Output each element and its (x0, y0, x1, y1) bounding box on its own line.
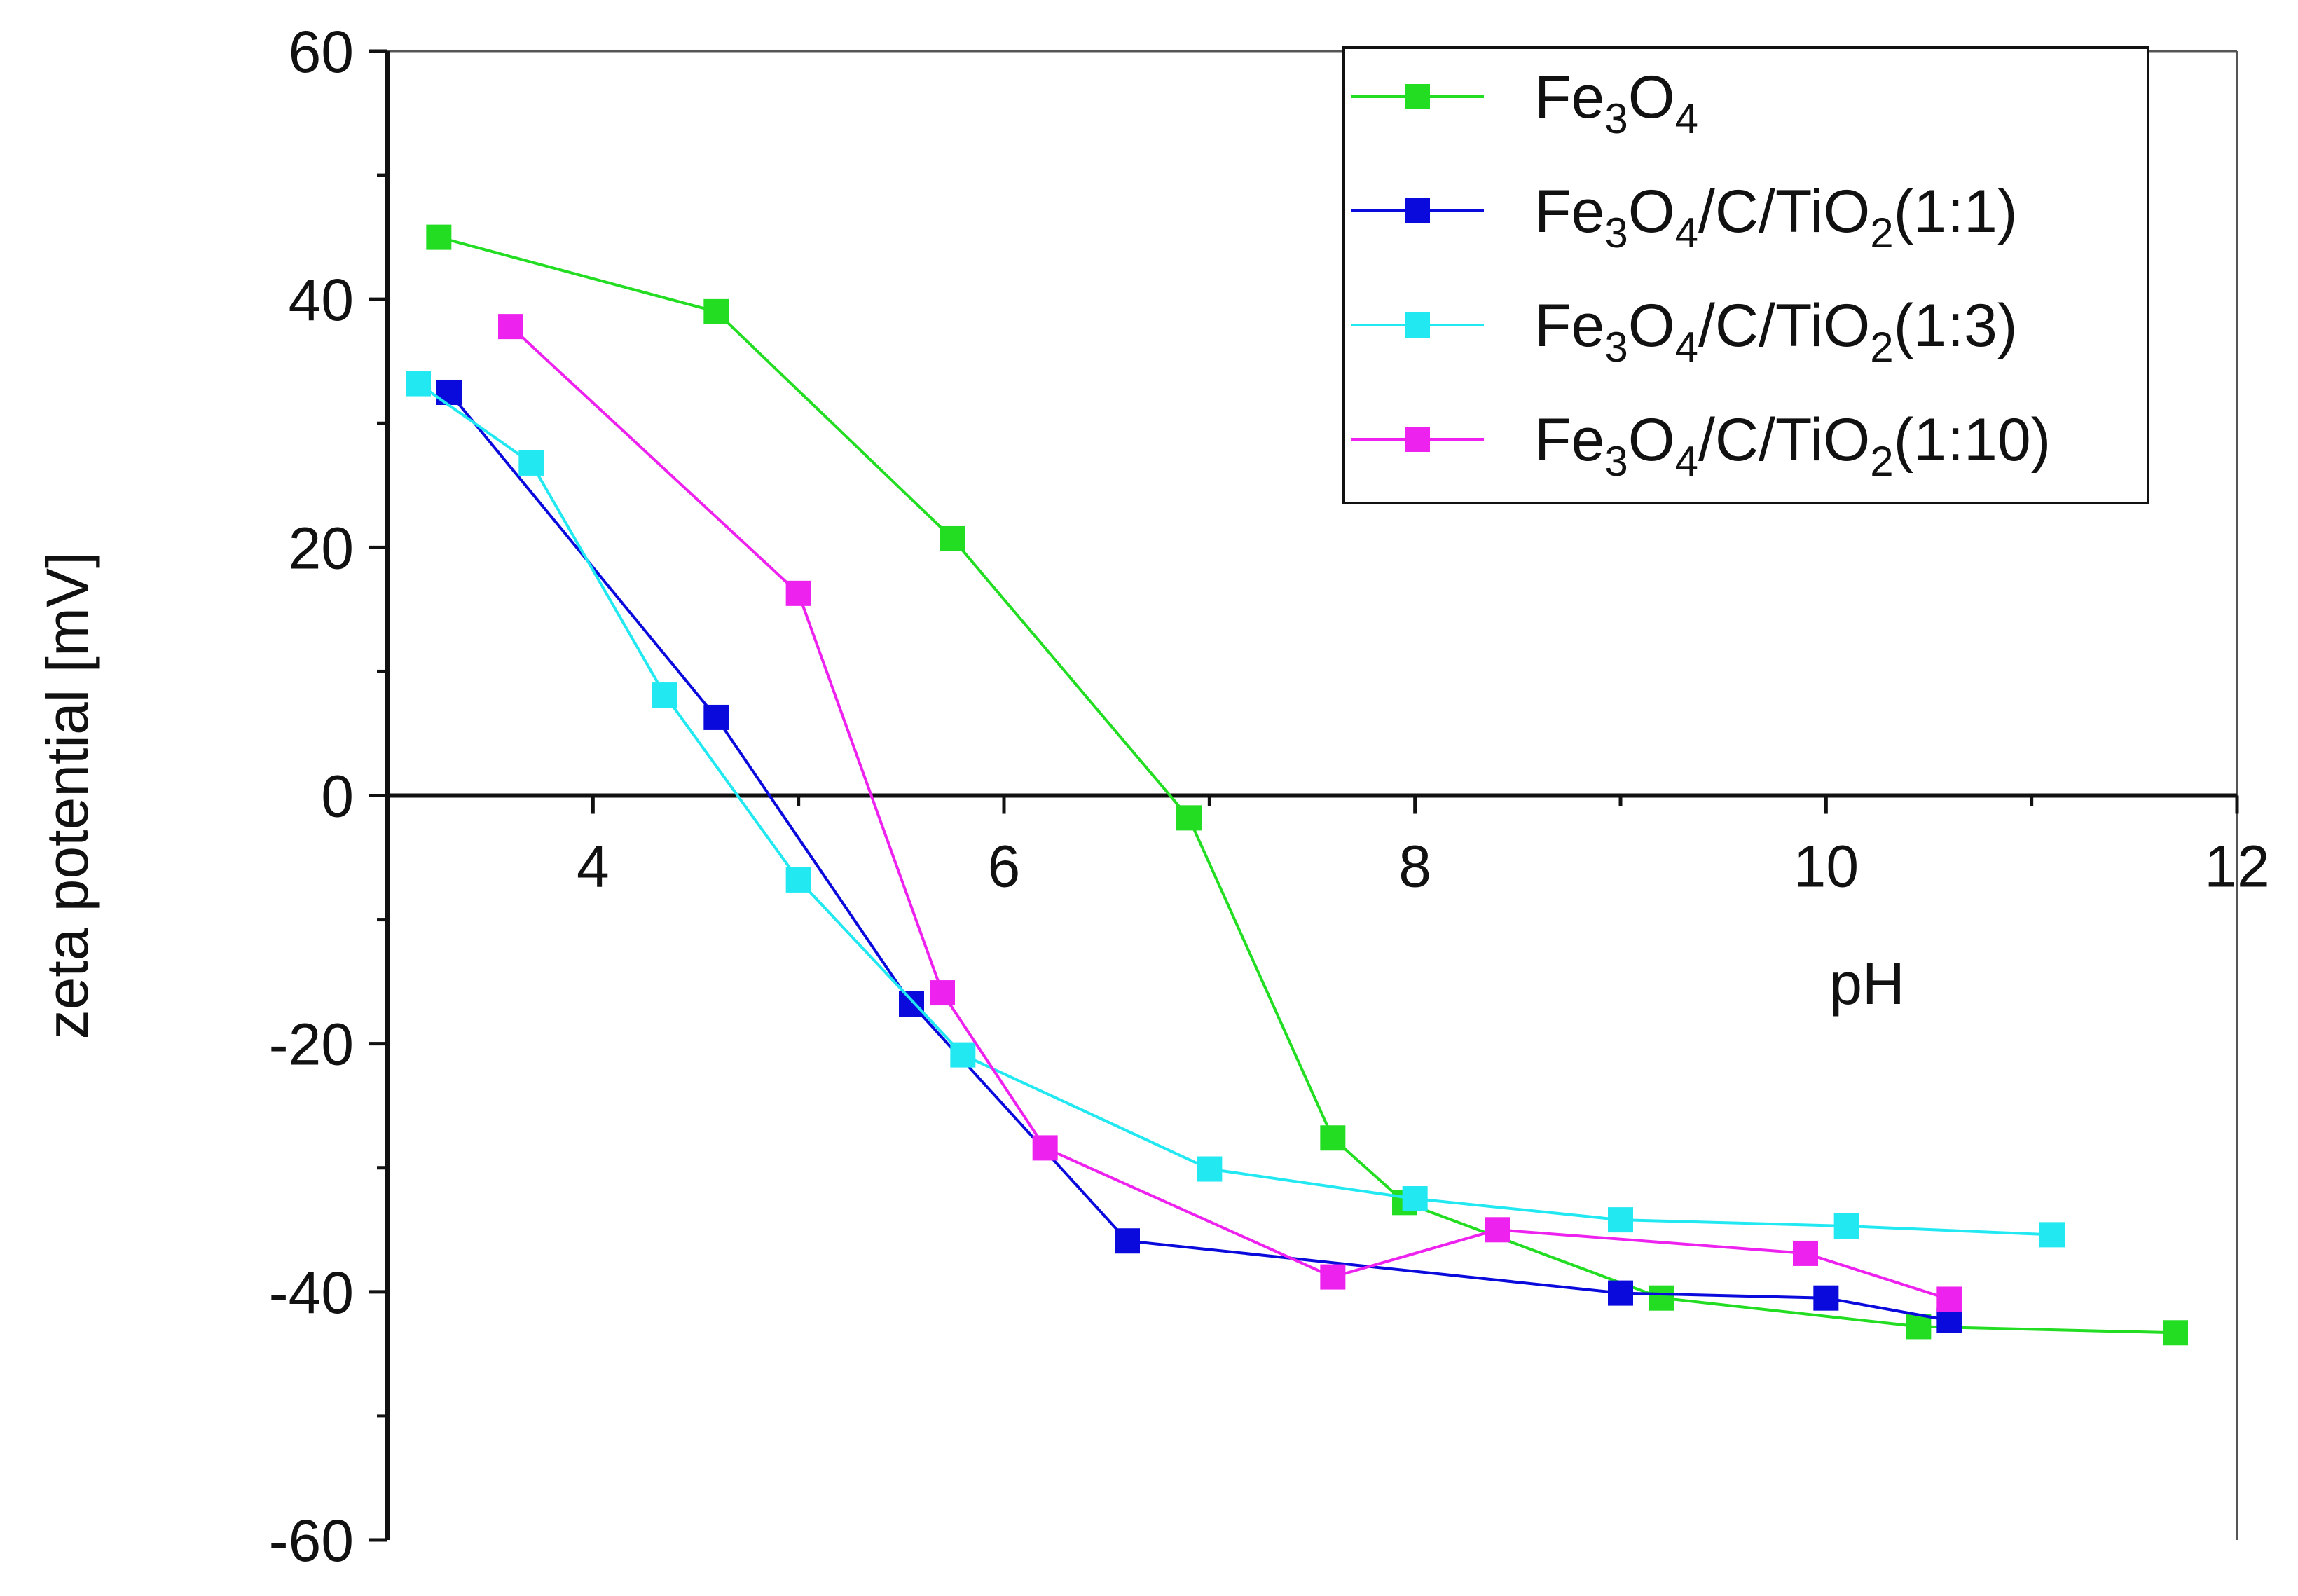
data-point-fe3o4 (703, 298, 729, 324)
y-tick-label: -40 (269, 1260, 354, 1326)
x-tick-label: 12 (2204, 834, 2269, 900)
data-point-fe3o4-c-tio2-1-1 (899, 991, 924, 1017)
data-point-fe3o4 (940, 525, 965, 551)
data-point-fe3o4-c-tio2-1-1 (1608, 1280, 1633, 1306)
legend-item-fe3o4-c-tio2-1-1: Fe3O4/C/TiO2(1:1) (1351, 178, 2017, 256)
legend-marker (1405, 198, 1430, 223)
data-point-fe3o4-c-tio2-1-1 (436, 379, 462, 405)
y-tick-label: 20 (289, 515, 354, 581)
data-point-fe3o4-c-tio2-1-3 (652, 682, 677, 708)
legend-label: Fe3O4/C/TiO2(1:10) (1534, 406, 2051, 485)
series-fe3o4-c-tio2-1-1 (436, 379, 1962, 1333)
data-point-fe3o4-c-tio2-1-3 (1833, 1213, 1859, 1239)
data-point-fe3o4-c-tio2-1-1 (1936, 1307, 1962, 1333)
data-point-fe3o4-c-tio2-1-3 (1402, 1186, 1428, 1212)
series-fe3o4-c-tio2-1-3 (406, 371, 2065, 1248)
y-tick-label: -20 (269, 1012, 354, 1078)
data-point-fe3o4 (2163, 1320, 2188, 1346)
legend-label: Fe3O4/C/TiO2(1:1) (1534, 178, 2017, 256)
x-tick-label: 8 (1398, 834, 1431, 900)
data-point-fe3o4 (426, 224, 452, 250)
y-tick-label: -60 (269, 1508, 354, 1574)
data-point-fe3o4-c-tio2-1-3 (785, 867, 811, 893)
x-tick-label: 4 (577, 834, 610, 900)
data-point-fe3o4 (1176, 805, 1202, 831)
data-point-fe3o4-c-tio2-1-10 (785, 580, 811, 606)
x-axis-label: pH (1829, 951, 1904, 1017)
data-point-fe3o4-c-tio2-1-10 (498, 314, 523, 340)
y-axis-label: zeta potential [mV] (34, 552, 100, 1040)
y-tick-label: 0 (321, 764, 354, 830)
data-point-fe3o4-c-tio2-1-3 (950, 1042, 976, 1068)
data-point-fe3o4-c-tio2-1-1 (1115, 1228, 1140, 1254)
data-point-fe3o4 (1906, 1314, 1932, 1340)
y-tick-label: 60 (289, 19, 354, 85)
data-point-fe3o4-c-tio2-1-3 (2039, 1222, 2065, 1248)
series-line-fe3o4-c-tio2-1-10 (509, 325, 1950, 1301)
legend-marker (1405, 84, 1430, 109)
legend-item-fe3o4-c-tio2-1-3: Fe3O4/C/TiO2(1:3) (1351, 292, 2017, 371)
data-point-fe3o4-c-tio2-1-10 (1793, 1240, 1818, 1266)
data-point-fe3o4 (1320, 1125, 1346, 1151)
series-line-fe3o4-c-tio2-1-3 (417, 382, 2053, 1237)
series-fe3o4-c-tio2-1-10 (498, 314, 1962, 1312)
legend-item-fe3o4-c-tio2-1-10: Fe3O4/C/TiO2(1:10) (1351, 406, 2051, 485)
data-point-fe3o4-c-tio2-1-1 (1813, 1285, 1839, 1311)
x-tick-label: 10 (1794, 834, 1859, 900)
legend-box (1342, 46, 2149, 504)
y-tick-label: 40 (289, 267, 354, 333)
data-point-fe3o4-c-tio2-1-10 (1032, 1135, 1058, 1161)
data-point-fe3o4-c-tio2-1-3 (518, 450, 544, 476)
data-point-fe3o4-c-tio2-1-10 (1320, 1264, 1346, 1290)
legend-marker (1405, 312, 1430, 338)
data-point-fe3o4-c-tio2-1-10 (930, 980, 955, 1006)
data-point-fe3o4-c-tio2-1-10 (1485, 1217, 1510, 1243)
legend-item-fe3o4: Fe3O4 (1351, 64, 1698, 142)
data-point-fe3o4-c-tio2-1-3 (1608, 1207, 1633, 1233)
data-point-fe3o4-c-tio2-1-10 (1936, 1286, 1962, 1312)
data-point-fe3o4 (1649, 1285, 1674, 1311)
x-tick-label: 6 (988, 834, 1021, 900)
legend-label: Fe3O4/C/TiO2(1:3) (1534, 292, 2017, 371)
data-point-fe3o4-c-tio2-1-3 (1197, 1156, 1223, 1182)
legend-marker (1405, 427, 1430, 452)
data-point-fe3o4-c-tio2-1-3 (406, 371, 431, 397)
data-point-fe3o4-c-tio2-1-1 (703, 704, 729, 730)
legend-label: Fe3O4 (1534, 64, 1698, 142)
